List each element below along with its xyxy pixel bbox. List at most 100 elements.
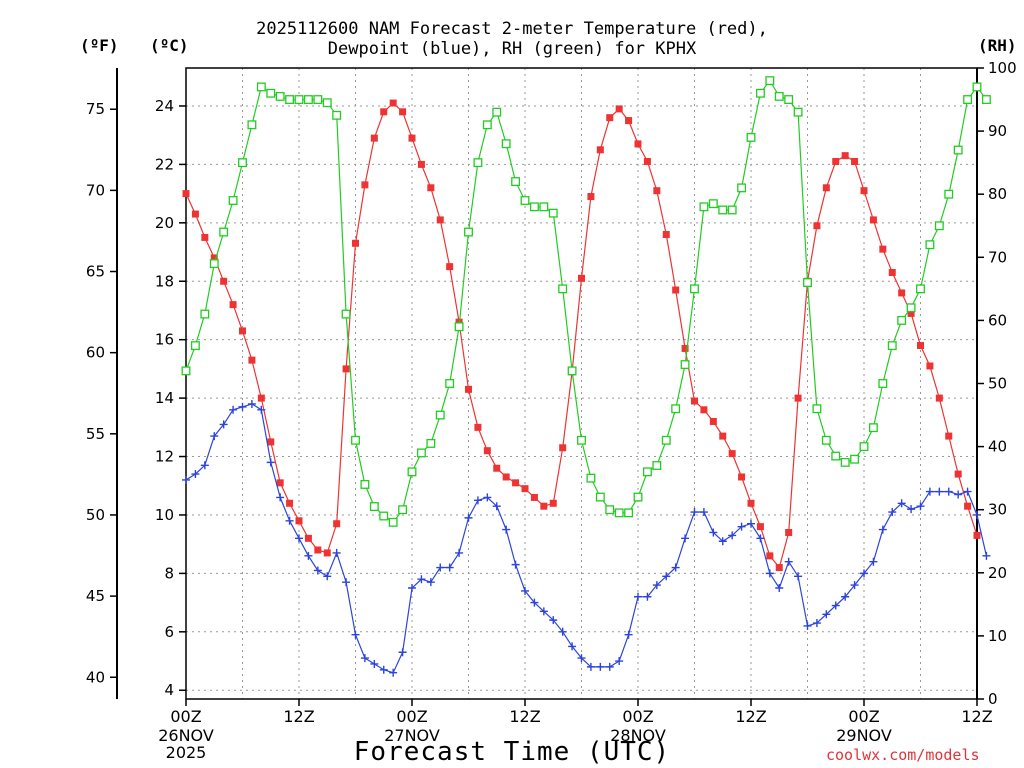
series-dewpoint bbox=[182, 399, 991, 677]
rh-point bbox=[642, 467, 652, 477]
rh-point bbox=[219, 227, 229, 237]
dewpoint-point bbox=[671, 563, 680, 572]
dewpoint-point bbox=[229, 405, 238, 414]
celsius-tick-label: 18 bbox=[155, 272, 174, 290]
rh-point bbox=[303, 95, 313, 104]
dewpoint-point bbox=[850, 581, 859, 590]
rh-point bbox=[812, 404, 822, 414]
rh-point bbox=[746, 132, 756, 142]
rh-tick-label: 50 bbox=[988, 375, 1007, 393]
celsius-tick-label: 20 bbox=[155, 214, 174, 232]
temperature-point bbox=[417, 160, 425, 168]
rh-point bbox=[388, 517, 398, 527]
rh-point bbox=[379, 511, 389, 521]
temperature-point bbox=[248, 356, 256, 364]
fahrenheit-tick-label: 50 bbox=[86, 506, 105, 524]
dewpoint-point bbox=[794, 572, 803, 581]
plot-frame bbox=[185, 67, 978, 700]
rh-point bbox=[821, 435, 831, 445]
rh-point bbox=[398, 505, 408, 515]
temperature-point bbox=[427, 184, 435, 192]
celsius-tick-label: 10 bbox=[155, 506, 174, 524]
dewpoint-point bbox=[586, 662, 595, 671]
temperature-point bbox=[681, 344, 689, 352]
dewpoint-point bbox=[313, 566, 322, 575]
temperature-point bbox=[389, 99, 397, 107]
temperature-point bbox=[860, 187, 868, 195]
x-tick-label: 12Z bbox=[509, 707, 540, 726]
dewpoint-point bbox=[878, 525, 887, 534]
x-tick-date: 28NOV bbox=[610, 726, 666, 745]
dewpoint-point bbox=[417, 575, 426, 584]
rh-point bbox=[238, 158, 247, 168]
rh-point bbox=[614, 508, 624, 518]
temperature-point bbox=[191, 210, 199, 218]
temperature-point bbox=[672, 286, 680, 294]
temperature-point bbox=[267, 438, 275, 446]
dewpoint-point bbox=[869, 557, 878, 566]
dewpoint-point bbox=[709, 528, 718, 537]
fahrenheit-tick-label: 40 bbox=[86, 668, 105, 686]
dewpoint-point bbox=[681, 534, 690, 543]
rh-point bbox=[850, 454, 860, 464]
rh-point bbox=[464, 227, 473, 237]
grid bbox=[186, 68, 977, 699]
temperature-point bbox=[775, 564, 783, 572]
rh-point bbox=[595, 492, 605, 502]
fahrenheit-tick-label: 65 bbox=[86, 263, 105, 281]
rh-point bbox=[624, 508, 634, 518]
celsius-tick-label: 16 bbox=[155, 331, 174, 349]
dewpoint-point bbox=[822, 610, 831, 619]
rh-point bbox=[897, 315, 907, 325]
dewpoint-point bbox=[379, 665, 388, 674]
rh-point bbox=[859, 442, 869, 452]
dewpoint-point bbox=[831, 601, 840, 610]
celsius-tick-label: 24 bbox=[155, 97, 174, 115]
rh-point bbox=[407, 467, 417, 477]
rh-point bbox=[351, 435, 360, 445]
rh-point bbox=[699, 202, 709, 212]
temperature-point bbox=[559, 444, 567, 452]
temperature-point bbox=[549, 499, 557, 507]
temperature-point bbox=[446, 263, 454, 271]
x-tick-label: 00Z bbox=[848, 707, 879, 726]
temperature-point bbox=[926, 362, 934, 370]
dewpoint-point bbox=[643, 592, 652, 601]
dewpoint-point bbox=[803, 621, 812, 630]
dewpoint-point bbox=[690, 508, 699, 517]
rh-tick-label: 20 bbox=[988, 564, 1007, 582]
rh-point bbox=[181, 366, 191, 376]
temperature-point bbox=[370, 134, 378, 142]
temperature-point bbox=[220, 277, 228, 285]
rh-point bbox=[275, 91, 285, 101]
rh-tick-label: 80 bbox=[988, 185, 1007, 203]
dewpoint-point bbox=[266, 458, 275, 467]
rh-point bbox=[567, 366, 577, 376]
rh-point bbox=[322, 98, 332, 108]
dewpoint-point bbox=[238, 402, 247, 411]
temperature-point bbox=[719, 432, 727, 440]
dewpoint-point bbox=[200, 461, 209, 470]
dewpoint-point bbox=[973, 510, 981, 519]
temperature-point bbox=[314, 546, 322, 554]
temperature-point bbox=[917, 342, 924, 350]
rh-point bbox=[718, 205, 728, 215]
x-tick-label: 00Z bbox=[170, 707, 201, 726]
temperature-point bbox=[229, 301, 237, 309]
dewpoint-point bbox=[558, 627, 567, 636]
rh-point bbox=[652, 461, 662, 470]
temperature-point bbox=[738, 473, 746, 481]
fahrenheit-tick-label: 45 bbox=[86, 587, 105, 605]
rh-point bbox=[906, 303, 916, 313]
temperature-point bbox=[380, 108, 388, 116]
rh-point bbox=[360, 480, 370, 489]
dewpoint-point bbox=[568, 642, 577, 651]
rh-tick-label: 60 bbox=[988, 311, 1007, 329]
x-tick-label: 12Z bbox=[961, 707, 992, 726]
rh-point bbox=[690, 284, 699, 294]
dewpoint-point bbox=[634, 592, 642, 601]
fahrenheit-tick-label: 70 bbox=[86, 181, 105, 199]
dewpoint-point bbox=[841, 592, 850, 601]
temperature-point bbox=[596, 146, 604, 154]
temperature-point bbox=[832, 157, 840, 165]
